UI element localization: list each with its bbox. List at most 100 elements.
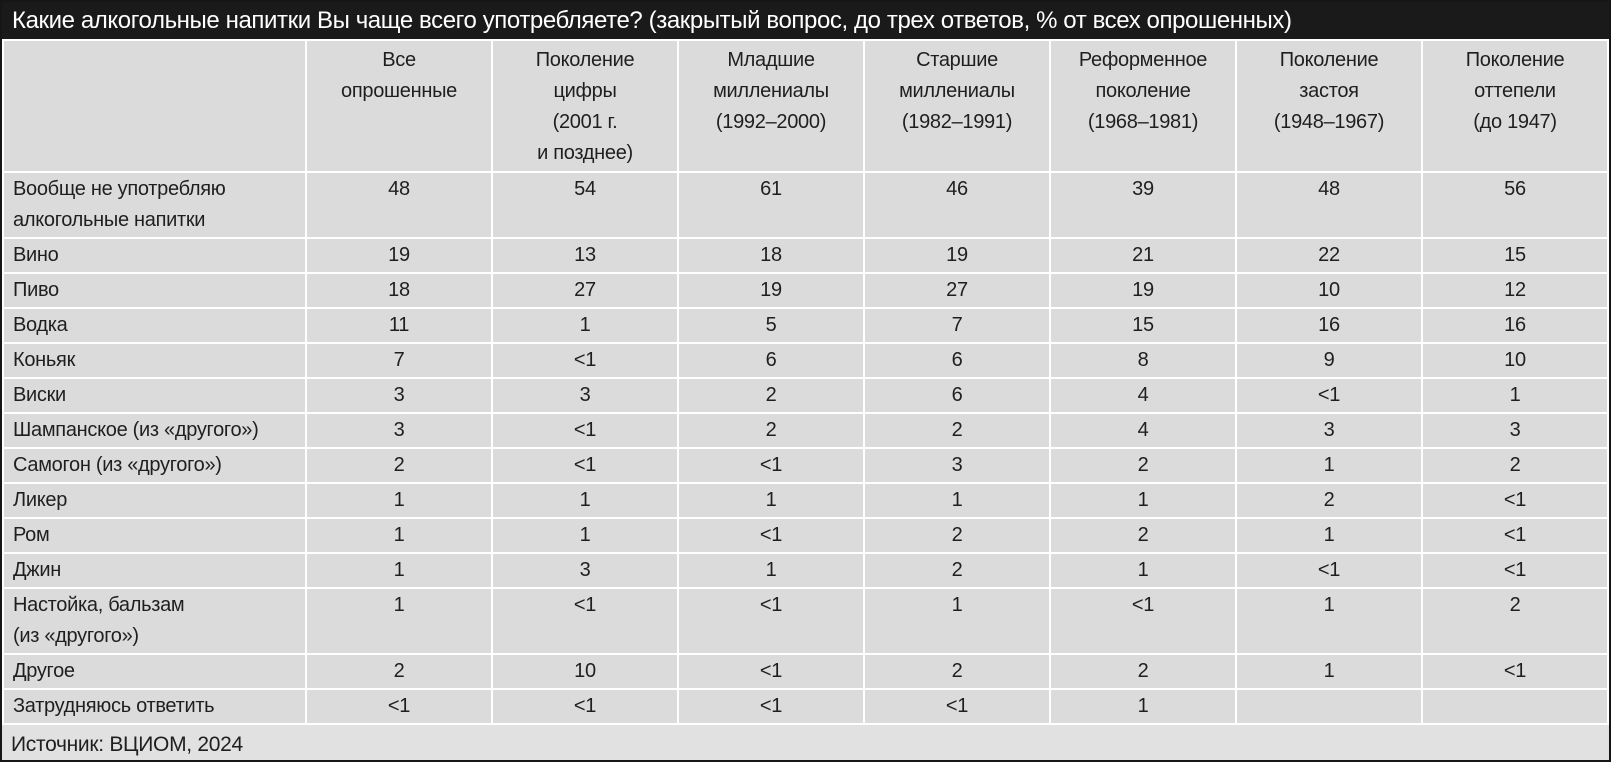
value-cell: 2 [1051, 655, 1235, 688]
column-header: Реформенное поколение (1968–1981) [1051, 41, 1235, 171]
value-cell: <1 [679, 519, 863, 552]
value-cell: <1 [1423, 519, 1607, 552]
value-cell: 11 [307, 309, 491, 342]
value-cell: <1 [1051, 589, 1235, 653]
survey-table-body: Вообще не употребляю алкогольные напитки… [4, 173, 1607, 723]
value-cell: 1 [307, 519, 491, 552]
value-cell: 2 [865, 655, 1049, 688]
row-label: Затрудняюсь ответить [4, 690, 305, 723]
row-label: Ром [4, 519, 305, 552]
value-cell: 18 [307, 274, 491, 307]
value-cell: 6 [679, 344, 863, 377]
value-cell: 1 [493, 484, 677, 517]
value-cell: 3 [865, 449, 1049, 482]
value-cell: <1 [493, 690, 677, 723]
value-cell: 1 [1423, 379, 1607, 412]
value-cell: <1 [493, 414, 677, 447]
value-cell: 13 [493, 239, 677, 272]
value-cell: 54 [493, 173, 677, 237]
value-cell: 1 [1237, 589, 1421, 653]
table-row: Водка 11 1 5 7 15 16 16 [4, 309, 1607, 342]
value-cell: 2 [307, 655, 491, 688]
table-row: Шампанское (из «другого») 3 <1 2 2 4 3 3 [4, 414, 1607, 447]
value-cell: 48 [1237, 173, 1421, 237]
value-cell: 15 [1051, 309, 1235, 342]
value-cell: 3 [1423, 414, 1607, 447]
column-header: Поколение оттепели (до 1947) [1423, 41, 1607, 171]
value-cell: <1 [679, 589, 863, 653]
value-cell: <1 [679, 690, 863, 723]
value-cell: <1 [493, 449, 677, 482]
value-cell: 21 [1051, 239, 1235, 272]
row-label: Водка [4, 309, 305, 342]
value-cell: <1 [1423, 655, 1607, 688]
value-cell: 2 [865, 414, 1049, 447]
value-cell: 16 [1423, 309, 1607, 342]
value-cell: 6 [865, 344, 1049, 377]
table-row: Затрудняюсь ответить <1 <1 <1 <1 1 [4, 690, 1607, 723]
table-row: Виски 3 3 2 6 4 <1 1 [4, 379, 1607, 412]
value-cell: 1 [493, 309, 677, 342]
row-label: Вино [4, 239, 305, 272]
value-cell: 1 [1051, 690, 1235, 723]
value-cell: 1 [307, 554, 491, 587]
value-cell: 22 [1237, 239, 1421, 272]
value-cell: 3 [493, 554, 677, 587]
value-cell: 1 [865, 484, 1049, 517]
column-header: Все опрошенные [307, 41, 491, 171]
value-cell: 2 [679, 414, 863, 447]
value-cell: 48 [307, 173, 491, 237]
value-cell: 1 [1051, 484, 1235, 517]
row-label: Самогон (из «другого») [4, 449, 305, 482]
value-cell: <1 [1237, 554, 1421, 587]
value-cell: <1 [1423, 484, 1607, 517]
value-cell: 1 [1237, 449, 1421, 482]
value-cell: 19 [679, 274, 863, 307]
column-header: Младшие миллениалы (1992–2000) [679, 41, 863, 171]
value-cell: 2 [679, 379, 863, 412]
table-row: Ликер 1 1 1 1 1 2 <1 [4, 484, 1607, 517]
value-cell: 3 [493, 379, 677, 412]
header-row: Все опрошенные Поколение цифры (2001 г. и… [4, 41, 1607, 171]
value-cell: 19 [307, 239, 491, 272]
row-label: Вообще не употребляю алкогольные напитки [4, 173, 305, 237]
row-label: Коньяк [4, 344, 305, 377]
value-cell: 1 [307, 484, 491, 517]
value-cell: 2 [865, 554, 1049, 587]
value-cell: <1 [493, 344, 677, 377]
value-cell: 10 [1423, 344, 1607, 377]
value-cell: 2 [1423, 589, 1607, 653]
column-header: Старшие миллениалы (1982–1991) [865, 41, 1049, 171]
value-cell: 19 [1051, 274, 1235, 307]
value-cell: 9 [1237, 344, 1421, 377]
row-label: Настойка, бальзам (из «другого») [4, 589, 305, 653]
value-cell [1237, 690, 1421, 723]
value-cell: 7 [307, 344, 491, 377]
value-cell: <1 [307, 690, 491, 723]
value-cell: 1 [307, 589, 491, 653]
value-cell: 56 [1423, 173, 1607, 237]
value-cell: 1 [493, 519, 677, 552]
table-row: Коньяк 7 <1 6 6 8 9 10 [4, 344, 1607, 377]
value-cell: 39 [1051, 173, 1235, 237]
row-label: Ликер [4, 484, 305, 517]
column-header: Поколение застоя (1948–1967) [1237, 41, 1421, 171]
source-text: Источник: ВЦИОМ, 2024 [11, 733, 243, 756]
value-cell: 27 [865, 274, 1049, 307]
row-label: Другое [4, 655, 305, 688]
value-cell: 3 [307, 379, 491, 412]
table-row: Вообще не употребляю алкогольные напитки… [4, 173, 1607, 237]
value-cell: 3 [307, 414, 491, 447]
table-row: Самогон (из «другого») 2 <1 <1 3 2 1 2 [4, 449, 1607, 482]
value-cell: <1 [865, 690, 1049, 723]
value-cell: 2 [1051, 519, 1235, 552]
value-cell: 10 [493, 655, 677, 688]
value-cell: 15 [1423, 239, 1607, 272]
value-cell: 2 [865, 519, 1049, 552]
table-row: Другое 2 10 <1 2 2 1 <1 [4, 655, 1607, 688]
value-cell: 27 [493, 274, 677, 307]
value-cell: <1 [1423, 554, 1607, 587]
value-cell: 6 [865, 379, 1049, 412]
row-label: Джин [4, 554, 305, 587]
